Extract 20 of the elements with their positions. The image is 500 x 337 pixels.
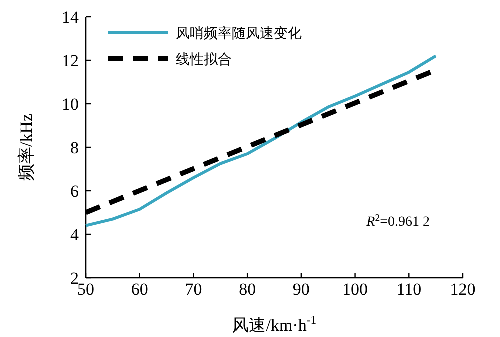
y-tick-label: 10 <box>62 95 79 114</box>
x-tick-label: 90 <box>292 280 310 299</box>
y-tick-label: 14 <box>62 8 80 27</box>
legend-label: 风哨频率随风速变化 <box>176 26 302 42</box>
x-tick-label: 110 <box>396 280 422 299</box>
y-tick-label: 4 <box>70 226 80 244</box>
x-tick-label: 50 <box>78 280 94 299</box>
y-tick-label: 8 <box>70 138 79 158</box>
y-tick-label: 2 <box>70 269 79 288</box>
legend-label: 线性拟合 <box>176 52 232 68</box>
x-tick-label: 60 <box>131 280 148 299</box>
x-tick-label: 120 <box>450 280 476 299</box>
x-axis-title: 风速/km·h$^{-1}$ <box>232 313 317 335</box>
y-axis-title: 频率/kHz <box>17 114 36 182</box>
x-tick-label: 80 <box>239 280 256 299</box>
x-tick-label: 100 <box>342 280 368 299</box>
y-tick-label: 6 <box>70 182 79 201</box>
x-tick-label: 70 <box>185 280 202 299</box>
y-tick-label: 12 <box>62 52 79 70</box>
annotation: R$^{2}$=0.961 2 <box>366 212 430 230</box>
